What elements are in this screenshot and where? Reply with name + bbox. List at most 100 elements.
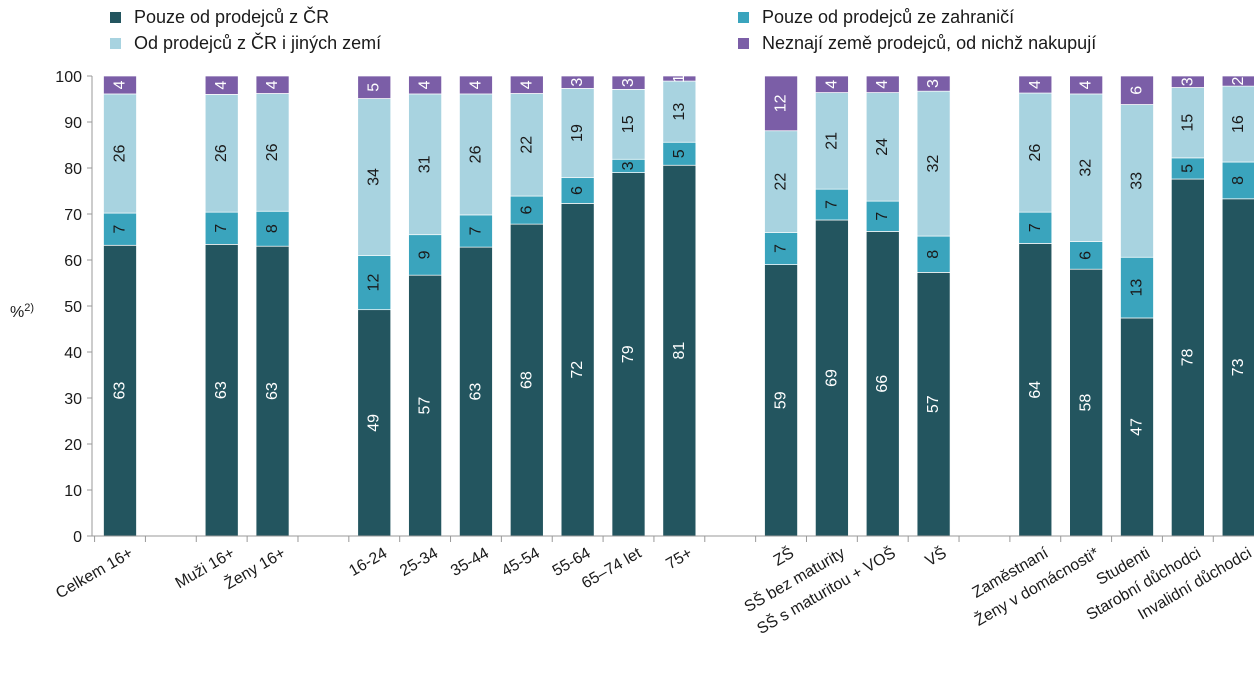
bar-data-label: 7	[112, 225, 129, 234]
y-axis: 0 10 20 30 40 50 60 70 80 90 100	[55, 69, 93, 546]
bar-segment	[662, 75, 697, 82]
bar-data-label: 57	[417, 397, 434, 415]
bar-segment	[815, 219, 849, 537]
bar-segment	[408, 93, 442, 236]
bar-segment	[560, 75, 595, 89]
bar-segment	[764, 232, 798, 265]
bar-data-label: 5	[366, 83, 383, 92]
bar-stack: 57 9 31 4	[408, 75, 442, 537]
bar-segment	[357, 75, 392, 99]
bar-data-label: 34	[366, 168, 383, 186]
bar-segment	[865, 200, 900, 232]
bar-segment	[1221, 75, 1254, 87]
bar-segment	[509, 223, 544, 537]
x-tick-label: 45-54	[499, 545, 543, 580]
bar-data-label: 8	[925, 250, 942, 259]
bar-stack: 66 7 24 4	[865, 75, 900, 537]
bar-data-label: 33	[1129, 172, 1146, 190]
bar-stack: 63 7 26 4	[459, 75, 493, 537]
y-tick-label: 90	[64, 115, 82, 132]
bar-segment	[1120, 104, 1154, 258]
bar-segment	[560, 203, 595, 537]
y-tick-label: 30	[64, 391, 82, 408]
bar-segment	[1069, 93, 1104, 242]
bar-data-label: 26	[264, 143, 281, 161]
x-axis: Celkem 16+ Muži 16+Ženy 16+ 16-24 25-34 35-4…	[53, 535, 1254, 638]
bar-data-label: 6	[569, 186, 586, 195]
bar-data-label: 69	[823, 369, 840, 387]
bar-data-label: 32	[1078, 159, 1095, 177]
bar-segment	[611, 75, 646, 90]
y-tick-label: 50	[64, 299, 82, 316]
bar-stack: 63 7 26 4	[204, 75, 239, 537]
bar-stack: 63 7 26 4	[103, 75, 137, 537]
bar-segment	[1018, 75, 1053, 94]
bar-segment	[1120, 317, 1154, 537]
bar-data-label: 6	[1078, 251, 1095, 260]
bar-data-label: 8	[264, 224, 281, 233]
bar-data-label: 8	[1230, 176, 1247, 185]
bar-data-label: 4	[213, 81, 230, 90]
bar-data-label: 58	[1078, 394, 1095, 412]
bar-segment	[509, 93, 544, 197]
bar-data-label: 13	[1129, 279, 1146, 297]
bar-data-label: 72	[569, 361, 586, 379]
bar-data-label: 31	[417, 155, 434, 173]
bar-segment	[1221, 161, 1254, 200]
bar-segment	[560, 88, 595, 179]
bar-data-label: 3	[925, 79, 942, 88]
bar-data-label: 5	[1179, 164, 1196, 173]
bar-data-label: 4	[1078, 80, 1095, 89]
legend-item: Pouze od prodejců ze zahraničí	[738, 7, 1014, 27]
bar-data-label: 4	[823, 80, 840, 89]
x-tick-label: 75+	[663, 545, 695, 573]
bar-data-label: 66	[874, 375, 891, 393]
bar-data-label: 15	[1179, 114, 1196, 132]
bar-data-label: 63	[264, 382, 281, 400]
bar-data-label: 22	[773, 173, 790, 191]
bar-data-label: 7	[823, 200, 840, 209]
bar-data-label: 4	[1027, 80, 1044, 89]
bar-data-label: 2	[1230, 77, 1247, 86]
bar-segment	[204, 94, 239, 213]
bar-data-label: 7	[213, 224, 230, 233]
y-tick-label: 20	[64, 437, 82, 454]
x-tick-label: ZŠ	[770, 543, 797, 570]
bar-data-label: 12	[366, 274, 383, 292]
bar-data-label: 57	[925, 395, 942, 413]
bar-segment	[255, 93, 290, 212]
bar-data-label: 32	[925, 155, 942, 173]
bar-data-label: 47	[1129, 418, 1146, 436]
legend: Pouze od prodejců z ČR Pouze od prodejců …	[110, 6, 1096, 53]
legend-swatch	[738, 12, 749, 23]
y-axis-label: %2)	[10, 302, 34, 321]
bar-data-label: 4	[417, 80, 434, 89]
bar-segment	[560, 177, 595, 204]
bar-segment	[662, 80, 697, 143]
bar-segment	[103, 244, 137, 537]
bar-data-label: 21	[823, 132, 840, 150]
bar-segment	[815, 188, 849, 221]
bar-stack: 81 5 13 1	[662, 74, 697, 537]
x-tick-label: 16-24	[346, 545, 390, 580]
bar-data-label: 3	[620, 161, 637, 170]
bar-segment	[916, 75, 951, 92]
legend-item: Od prodejců z ČR i jiných zemí	[110, 32, 381, 53]
legend-swatch	[738, 38, 749, 49]
bar-data-label: 7	[874, 212, 891, 221]
bar-stack: 79 3 15 3	[611, 75, 646, 537]
bar-data-label: 68	[518, 371, 535, 389]
bar-data-label: 24	[874, 138, 891, 156]
bar-data-label: 3	[620, 78, 637, 87]
bar-stack: 63 8 26 4	[255, 75, 290, 537]
bar-segment	[459, 75, 493, 95]
bar-data-label: 26	[213, 144, 230, 162]
y-tick-label: 70	[64, 207, 82, 224]
bar-data-label: 73	[1230, 358, 1247, 376]
bar-segment	[611, 172, 646, 537]
y-tick-label: 40	[64, 345, 82, 362]
y-tick-label: 80	[64, 161, 82, 178]
bar-data-label: 63	[467, 383, 484, 401]
bar-segment	[815, 75, 849, 93]
